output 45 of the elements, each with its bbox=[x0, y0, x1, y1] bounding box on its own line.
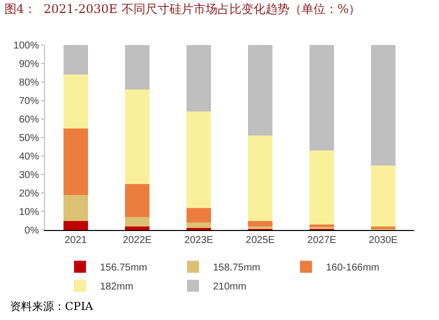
x-tick-label: 2030E bbox=[368, 235, 398, 246]
bar bbox=[63, 220, 88, 230]
legend-label: 158.75mm bbox=[213, 262, 260, 274]
bar bbox=[186, 45, 212, 112]
legend-label: 160-166mm bbox=[326, 262, 380, 274]
y-tick-label: 30% bbox=[18, 170, 40, 181]
bar bbox=[186, 208, 212, 223]
bar bbox=[248, 45, 273, 136]
x-tick-label: 2025E bbox=[246, 235, 276, 246]
bar bbox=[186, 112, 212, 208]
bar bbox=[63, 194, 88, 221]
bar bbox=[63, 128, 88, 195]
chart-title: 图4： 2021-2030E 不同尺寸硅片市场占比变化趋势（单位：%） bbox=[4, 2, 361, 16]
y-tick-label: 70% bbox=[18, 96, 40, 107]
bar bbox=[63, 45, 88, 75]
bar bbox=[248, 136, 273, 221]
bar bbox=[124, 89, 150, 184]
bar bbox=[124, 45, 150, 90]
x-tick-label: 2021 bbox=[64, 235, 88, 246]
y-tick-label: 100% bbox=[13, 40, 40, 52]
bar bbox=[370, 165, 396, 226]
y-tick-label: 40% bbox=[18, 152, 40, 162]
y-tick-label: 0% bbox=[24, 226, 40, 236]
x-tick-label: 2023E bbox=[184, 235, 214, 246]
bar bbox=[248, 220, 273, 226]
y-tick-label: 50% bbox=[18, 133, 40, 144]
y-tick-label: 60% bbox=[18, 114, 40, 126]
legend-label: 182mm bbox=[100, 282, 134, 293]
x-tick-label: 2027E bbox=[307, 235, 337, 246]
x-tick-label: 2022E bbox=[122, 235, 152, 246]
y-tick-label: 20% bbox=[18, 188, 40, 200]
y-tick-label: 10% bbox=[18, 207, 40, 218]
bar bbox=[124, 226, 150, 230]
bar bbox=[309, 45, 334, 150]
text: 资料来源：CPIA bbox=[10, 300, 94, 313]
y-tick-label: 80% bbox=[18, 78, 40, 88]
bar bbox=[309, 150, 334, 224]
legend-label: 156.75mm bbox=[100, 262, 148, 274]
bar bbox=[124, 184, 150, 218]
bar bbox=[370, 45, 396, 166]
bar bbox=[63, 74, 88, 128]
y-tick-label: 90% bbox=[18, 59, 40, 70]
bar bbox=[124, 217, 150, 226]
legend-label: 210mm bbox=[213, 282, 246, 293]
bar bbox=[186, 222, 212, 228]
